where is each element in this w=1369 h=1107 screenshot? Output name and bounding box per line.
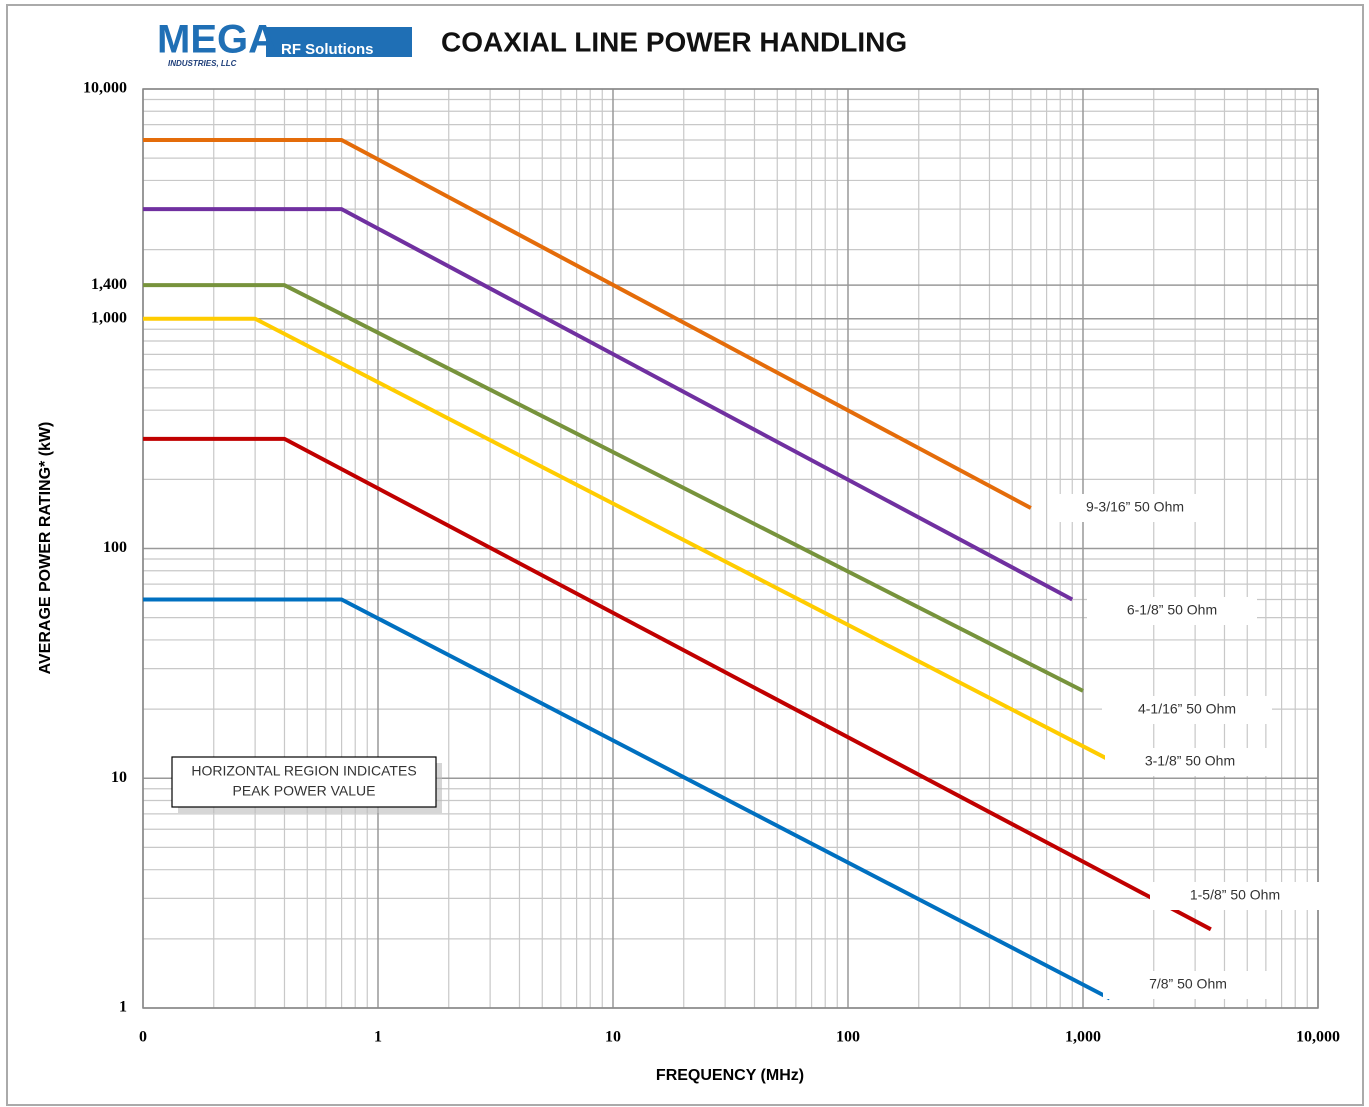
series-line <box>143 436 1212 932</box>
series-label-bg <box>1087 597 1257 625</box>
series-label-bg <box>1103 971 1273 999</box>
logo-company: INDUSTRIES, LLC <box>168 59 237 68</box>
y-tick-label: 10 <box>111 769 127 786</box>
logo-brand: MEGA <box>157 18 277 62</box>
y-tick-label: 1,400 <box>91 276 127 293</box>
y-tick-label: 10,000 <box>83 80 127 97</box>
series-label-bg <box>1150 882 1320 910</box>
note-text: PEAK POWER VALUE <box>233 783 376 799</box>
logo-band <box>266 27 412 57</box>
logo-tagline: RF Solutions <box>281 41 374 58</box>
note-text: HORIZONTAL REGION INDICATES <box>191 763 416 779</box>
series-line <box>143 283 1084 693</box>
plot: 9-3/16” 50 Ohm 6-1/8” 50 Ohm 4-1/16” 50 Oh… <box>143 137 1320 1001</box>
x-axis-label: FREQUENCY (MHz) <box>656 1067 804 1084</box>
y-tick-label: 1 <box>119 999 127 1016</box>
series-line <box>143 316 1111 762</box>
y-tick-label: 100 <box>103 539 127 556</box>
note-box <box>171 756 437 808</box>
series-line <box>143 137 1032 510</box>
series-label: 1-5/8” 50 Ohm <box>1190 887 1280 903</box>
series-line <box>143 207 1074 602</box>
series-label: 4-1/16” 50 Ohm <box>1138 701 1236 717</box>
chart-title: COAXIAL LINE POWER HANDLING <box>441 26 907 57</box>
series-line <box>143 597 1111 1001</box>
x-tick-label: 10 <box>605 1029 621 1046</box>
series-label-bg <box>1050 494 1220 522</box>
series-label-bg <box>1105 748 1275 776</box>
y-tick-label: 1,000 <box>91 309 127 326</box>
x-tick-label: 0 <box>139 1029 147 1046</box>
x-tick-label: 1 <box>374 1029 382 1046</box>
series-label: 3-1/8” 50 Ohm <box>1145 753 1235 769</box>
page-frame <box>6 4 1364 1106</box>
y-axis-label: AVERAGE POWER RATING* (kW) <box>37 422 54 675</box>
plot-border <box>142 88 1319 1009</box>
series-label: 7/8” 50 Ohm <box>1149 976 1227 992</box>
series-label: 9-3/16” 50 Ohm <box>1086 499 1184 515</box>
logo: MEGA RF Solutions INDUSTRIES, LLC <box>157 18 412 68</box>
series-label-bg <box>1102 696 1272 724</box>
series-label: 6-1/8” 50 Ohm <box>1127 602 1217 618</box>
x-tick-label: 1,000 <box>1065 1029 1101 1046</box>
x-tick-label: 100 <box>836 1029 860 1046</box>
x-tick-label: 10,000 <box>1296 1029 1340 1046</box>
